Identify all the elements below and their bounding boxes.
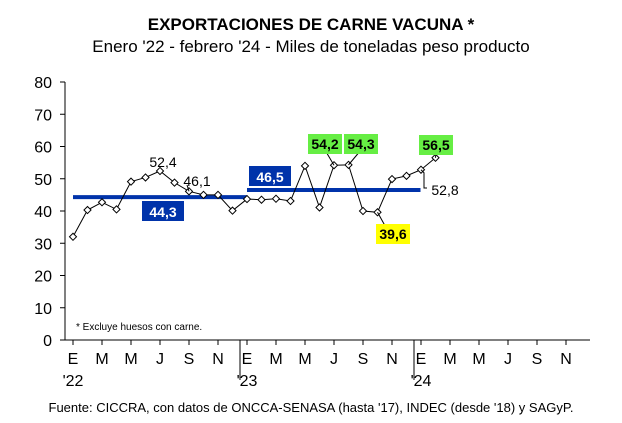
chart-subtitle: Enero '22 - febrero '24 - Miles de tonel… (92, 37, 529, 56)
x-tick-label: M (124, 351, 137, 368)
data-point (213, 190, 223, 200)
x-tick-label: S (184, 351, 195, 368)
y-tick-label: 40 (34, 204, 52, 221)
average-label-bg (249, 166, 291, 186)
x-tick-label: N (212, 351, 224, 368)
annotation-label: 52,8 (431, 182, 458, 198)
y-tick-label: 10 (34, 301, 52, 318)
annotation-label: 54,2 (311, 136, 338, 152)
annotation-label: 54,3 (347, 136, 374, 152)
x-tick-label: S (358, 351, 369, 368)
year-label: '24 (411, 373, 432, 390)
data-point (257, 195, 266, 204)
x-tick-label: E (242, 351, 253, 368)
data-point (300, 161, 310, 171)
data-point (387, 174, 397, 184)
source-note: Fuente: CICCRA, con datos de ONCCA-SENAS… (49, 400, 574, 415)
x-tick-label: M (443, 351, 456, 368)
annotation-bg (344, 134, 378, 154)
annotation-leader (186, 184, 190, 192)
data-point (286, 196, 295, 206)
x-tick-label: E (416, 351, 427, 368)
y-tick-label: 0 (43, 333, 52, 350)
data-point (271, 194, 281, 203)
annotation-label: 39,6 (379, 226, 406, 242)
annotation-bg (308, 134, 342, 154)
y-tick-label: 30 (34, 236, 52, 253)
x-tick-label: J (504, 351, 512, 368)
x-tick-label: N (560, 351, 572, 368)
data-point (68, 232, 78, 242)
data-point (97, 198, 107, 207)
x-tick-label: J (156, 351, 164, 368)
x-tick-label: E (68, 351, 79, 368)
x-tick-label: M (269, 351, 282, 368)
data-point (126, 177, 136, 186)
data-point (112, 205, 121, 214)
x-tick-label: N (386, 351, 398, 368)
y-tick-label: 50 (34, 172, 52, 189)
average-label-bg (142, 201, 184, 221)
x-tick-label: J (330, 351, 338, 368)
footnote: * Excluye huesos con carne. (76, 322, 202, 333)
data-point (315, 203, 324, 212)
average-label: 46,5 (256, 169, 283, 185)
year-label: '22 (63, 373, 84, 390)
data-point (199, 190, 208, 200)
y-tick-label: 60 (34, 140, 52, 157)
annotation-label: 52,4 (149, 154, 176, 170)
y-tick-label: 80 (34, 75, 52, 92)
y-tick-label: 20 (34, 269, 52, 286)
annotation-label: 46,1 (183, 173, 210, 189)
data-point (141, 173, 150, 182)
annotation-bg (376, 224, 410, 244)
data-point (170, 178, 179, 187)
x-tick-label: M (472, 351, 485, 368)
y-tick-label: 70 (34, 107, 52, 124)
annotation-leader (420, 169, 427, 189)
data-point (402, 171, 411, 181)
x-tick-label: M (298, 351, 311, 368)
annotation-bg (419, 135, 453, 155)
x-tick-label: S (532, 351, 543, 368)
average-label: 44,3 (149, 204, 176, 220)
data-point (155, 166, 165, 176)
data-point (242, 194, 252, 204)
data-point (228, 206, 237, 215)
data-point (358, 206, 368, 216)
annotation-label: 56,5 (422, 137, 449, 153)
x-tick-label: M (95, 351, 108, 368)
chart-title: EXPORTACIONES DE CARNE VACUNA * (148, 15, 475, 34)
year-label: '23 (237, 373, 258, 390)
data-point (83, 205, 92, 215)
